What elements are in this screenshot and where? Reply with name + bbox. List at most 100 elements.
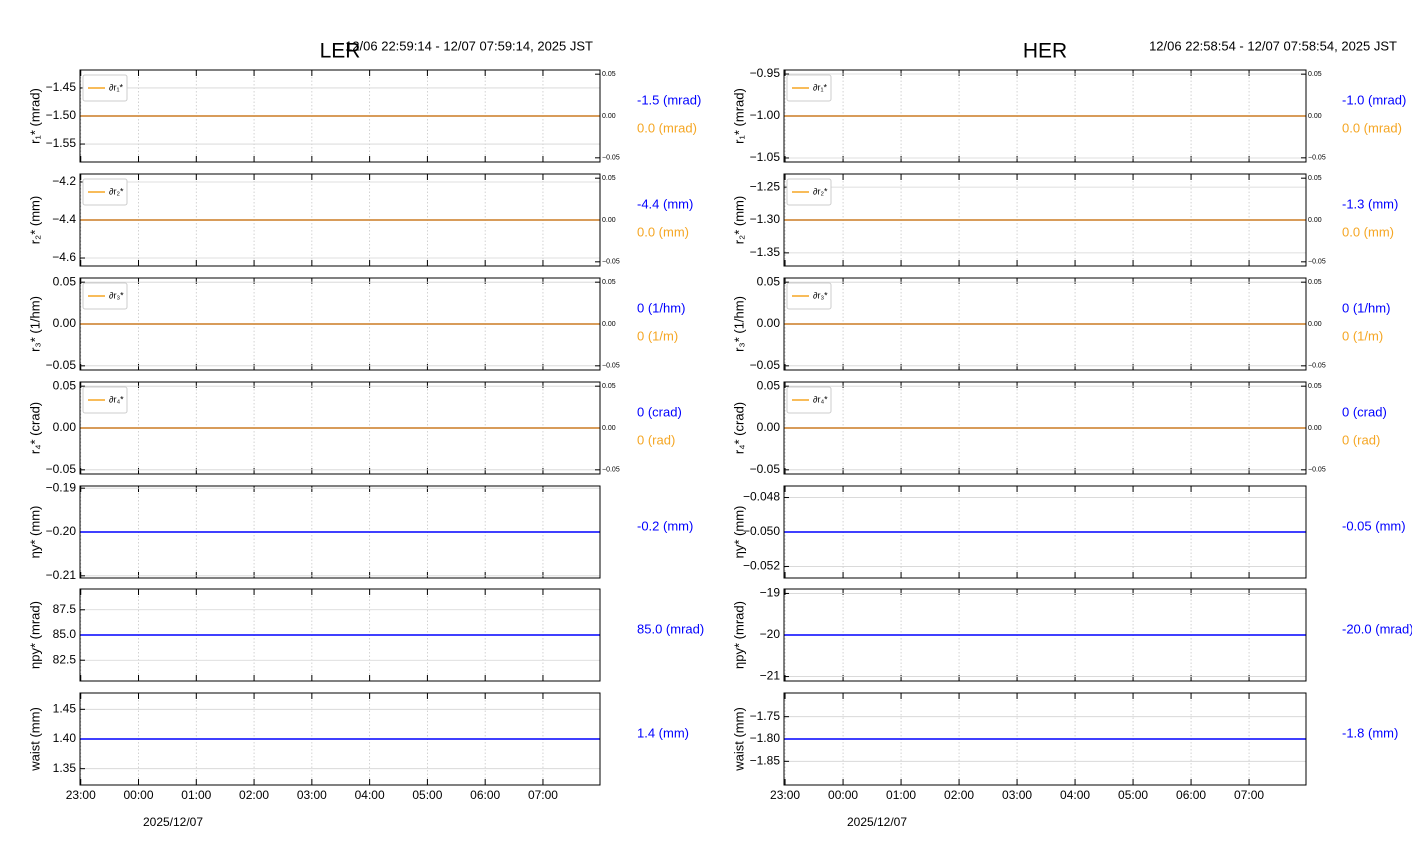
y-tick-label: −0.21: [46, 568, 77, 582]
y-tick-label: −0.05: [46, 358, 77, 372]
readout-label: 85.0 (mrad): [637, 621, 704, 636]
y-tick-label: 87.5: [53, 602, 77, 616]
y2-tick-label: 0.00: [1308, 217, 1322, 224]
y2-tick-label: 0.00: [1308, 321, 1322, 328]
x-tick-label: 00:00: [124, 788, 154, 802]
readout-label: 0 (1/m): [1342, 328, 1383, 343]
y-tick-label: 0.00: [53, 316, 77, 330]
panel: −4.2 −4.4 −4.6 0.05 0.00 −0.05 r₂* (mm) -4.4 (m…: [27, 173, 693, 267]
readout-label: -1.0 (mrad): [1342, 92, 1406, 107]
plot-frame: [783, 692, 1307, 786]
y-tick-label: 1.35: [53, 761, 77, 775]
panel: −19 −20 −21 ηpy* (mrad) -20.0 (mrad): [731, 586, 1412, 683]
y-axis-label: ηy* (mm): [27, 506, 42, 559]
legend-label: ∂r₁*: [109, 82, 123, 92]
x-tick-label: 00:00: [828, 788, 858, 802]
plot-frame: [783, 173, 1307, 267]
x-tick-label: 06:00: [1176, 788, 1206, 802]
y-tick-label: 0.05: [757, 378, 781, 392]
readout-label: -0.05 (mm): [1342, 518, 1406, 533]
readout-label: 0 (crad): [1342, 404, 1387, 419]
panel: 23:00 00:00 01:00 02:00 03:00 04:00 05:00 06:00…: [27, 692, 689, 802]
y-tick-label: 85.0: [53, 627, 77, 641]
panel: 0.05 0.00 −0.05 0.05 0.00 −0.05 r₃* (1/hm) 0 (1…: [27, 274, 685, 372]
y-tick-label: −1.75: [750, 709, 781, 723]
readout-label: 0 (1/hm): [1342, 300, 1390, 315]
plot-frame: [79, 485, 601, 579]
x-tick-label: 06:00: [470, 788, 500, 802]
x-axis-date: 2025/12/07: [143, 815, 203, 829]
x-tick-label: 03:00: [297, 788, 327, 802]
y-tick-label: 0.00: [53, 420, 77, 434]
x-tick-label: 07:00: [1234, 788, 1264, 802]
readout-label: -1.8 (mm): [1342, 725, 1398, 740]
readout-label: -20.0 (mrad): [1342, 621, 1412, 636]
y-tick-label: −0.19: [46, 480, 77, 494]
x-tick-label: 04:00: [355, 788, 385, 802]
plot-frame: [783, 485, 1307, 579]
readout-label: 0.0 (mrad): [637, 120, 697, 135]
y2-tick-label: 0.00: [602, 425, 616, 432]
readout-label: 0.0 (mm): [1342, 224, 1394, 239]
x-tick-label: 05:00: [1118, 788, 1148, 802]
readout-label: -0.2 (mm): [637, 518, 693, 533]
plot-frame: [783, 381, 1307, 475]
x-tick-label: 01:00: [886, 788, 916, 802]
panel: 0.05 0.00 −0.05 0.05 0.00 −0.05 r₄* (crad) 0 (c…: [27, 378, 681, 476]
readout-label: -1.5 (mrad): [637, 92, 701, 107]
x-tick-label: 23:00: [66, 788, 96, 802]
y-tick-label: −4.2: [52, 174, 76, 188]
y2-tick-label: −0.05: [1308, 155, 1326, 162]
y-tick-label: −19: [760, 586, 781, 600]
readout-label: 0 (1/hm): [637, 300, 685, 315]
y-axis-label: r₄* (crad): [27, 402, 42, 454]
readout-label: 0 (1/m): [637, 328, 678, 343]
y-tick-label: −1.05: [750, 150, 781, 164]
y-tick-label: −4.6: [52, 250, 76, 264]
y-tick-label: −1.45: [46, 80, 77, 94]
y-tick-label: 0.05: [757, 274, 781, 288]
plot-frame: [783, 69, 1307, 163]
y2-tick-label: 0.05: [1308, 175, 1322, 182]
plot-frame: [783, 277, 1307, 371]
y-tick-label: −1.30: [750, 212, 781, 226]
y-tick-label: −1.50: [46, 108, 77, 122]
x-tick-label: 02:00: [944, 788, 974, 802]
y2-tick-label: 0.05: [602, 383, 616, 390]
plot-frame: [783, 588, 1307, 682]
y2-tick-label: 0.05: [1308, 279, 1322, 286]
y-tick-label: 0.05: [53, 378, 77, 392]
plot-frame: [79, 69, 601, 163]
y-tick-label: −1.55: [46, 136, 77, 150]
legend-label: ∂r₃*: [813, 290, 828, 300]
y-axis-label: r₃* (1/hm): [731, 296, 746, 352]
y-axis-label: r₂* (mm): [731, 196, 746, 244]
y2-tick-label: −0.05: [1308, 363, 1326, 370]
legend-label: ∂r₂*: [813, 186, 828, 196]
panel: −0.19 −0.20 −0.21 ηy* (mm) -0.2 (mm): [27, 480, 693, 582]
panel: −0.95 −1.00 −1.05 0.05 0.00 −0.05 r₁* (mrad) -1…: [731, 66, 1406, 164]
x-tick-label: 23:00: [770, 788, 800, 802]
chart-subtitle: 12/06 22:58:54 - 12/07 07:58:54, 2025 JS…: [1149, 38, 1397, 53]
readout-label: 0 (crad): [637, 404, 682, 419]
y-axis-label: r₂* (mm): [27, 196, 42, 244]
y-tick-label: −0.052: [743, 559, 780, 573]
y2-tick-label: −0.05: [1308, 467, 1326, 474]
y2-tick-label: 0.00: [602, 321, 616, 328]
legend-label: ∂r₃*: [109, 290, 124, 300]
y-axis-label: ηpy* (mrad): [27, 601, 42, 669]
y-tick-label: −1.80: [750, 731, 781, 745]
readout-label: 1.4 (mm): [637, 725, 689, 740]
readout-label: -4.4 (mm): [637, 196, 693, 211]
y-tick-label: 1.40: [53, 731, 77, 745]
readout-label: 0.0 (mm): [637, 224, 689, 239]
y-tick-label: −1.35: [750, 245, 781, 259]
plot-frame: [79, 173, 601, 267]
readout-label: 0 (rad): [637, 432, 675, 447]
y2-tick-label: 0.05: [602, 175, 616, 182]
y-tick-label: −0.20: [46, 524, 77, 538]
y2-tick-label: 0.05: [1308, 383, 1322, 390]
y2-tick-label: 0.00: [602, 217, 616, 224]
readout-label: 0.0 (mrad): [1342, 120, 1402, 135]
x-tick-label: 04:00: [1060, 788, 1090, 802]
